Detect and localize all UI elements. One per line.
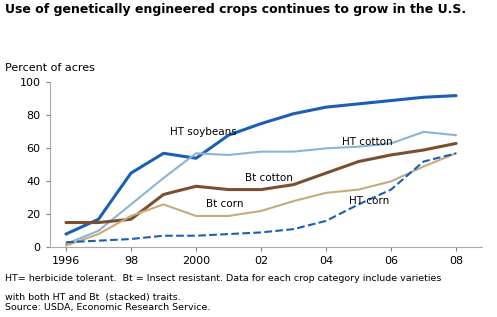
Text: Bt corn: Bt corn — [206, 199, 243, 210]
Text: HT= herbicide tolerant.  Bt = Insect resistant. Data for each crop category incl: HT= herbicide tolerant. Bt = Insect resi… — [5, 274, 441, 283]
Text: HT cotton: HT cotton — [342, 137, 393, 147]
Text: HT soybeans: HT soybeans — [170, 127, 237, 137]
Text: Use of genetically engineered crops continues to grow in the U.S.: Use of genetically engineered crops cont… — [5, 3, 466, 16]
Text: HT corn: HT corn — [349, 196, 389, 206]
Text: Percent of acres: Percent of acres — [5, 63, 95, 73]
Text: Source: USDA, Economic Research Service.: Source: USDA, Economic Research Service. — [5, 303, 210, 312]
Text: with both HT and Bt  (stacked) traits.: with both HT and Bt (stacked) traits. — [5, 293, 181, 302]
Text: Bt cotton: Bt cotton — [245, 173, 293, 183]
